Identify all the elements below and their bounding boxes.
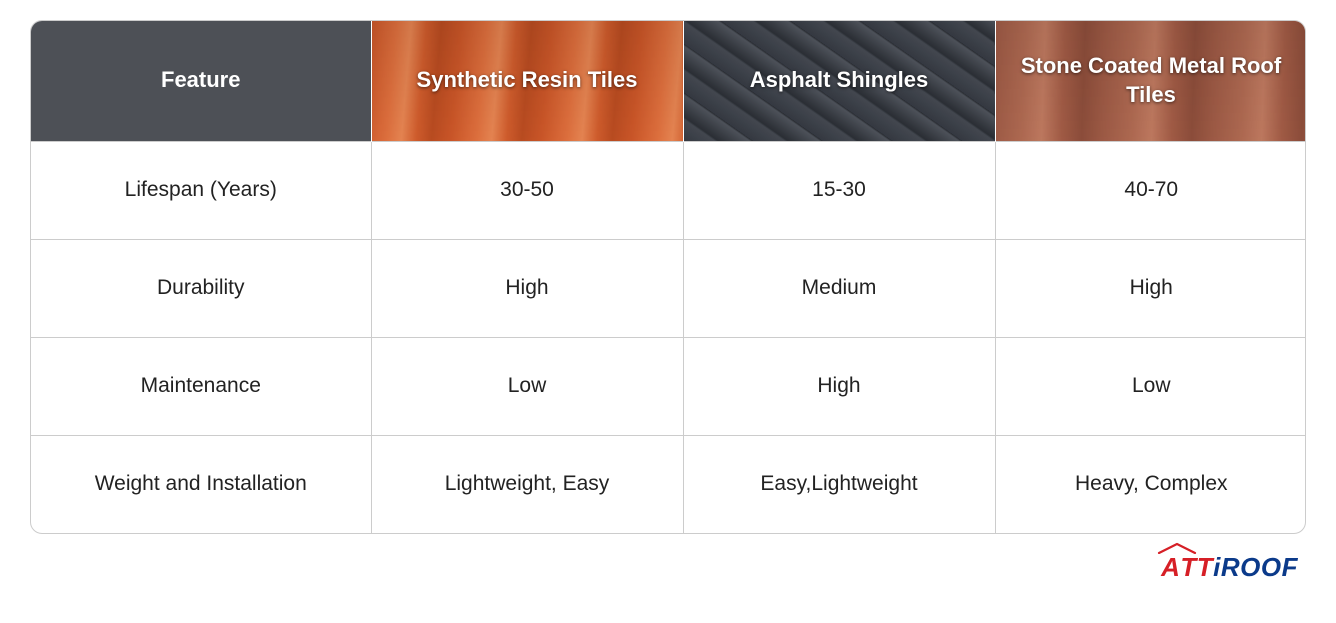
logo-letter-a: A	[1161, 552, 1180, 583]
logo-letter-o2: O	[1261, 552, 1282, 583]
table-row: Weight and Installation Lightweight, Eas…	[31, 435, 1306, 533]
cell-weight-asphalt: Easy,Lightweight	[683, 435, 995, 533]
logo-letter-r: R	[1221, 552, 1240, 583]
header-col-resin: Synthetic Resin Tiles	[371, 21, 683, 141]
logo-row: A TTiROOF	[30, 534, 1306, 583]
cell-lifespan-resin: 30-50	[371, 141, 683, 239]
logo-letter-o1: O	[1240, 552, 1261, 583]
logo-letter-f: F	[1282, 552, 1298, 583]
row-feature-durability: Durability	[31, 239, 371, 337]
cell-durability-stone: High	[995, 239, 1306, 337]
header-col-asphalt: Asphalt Shingles	[683, 21, 995, 141]
table-body: Lifespan (Years) 30-50 15-30 40-70 Durab…	[31, 141, 1306, 533]
cell-maintenance-asphalt: High	[683, 337, 995, 435]
cell-lifespan-asphalt: 15-30	[683, 141, 995, 239]
table-row: Durability High Medium High	[31, 239, 1306, 337]
table-row: Lifespan (Years) 30-50 15-30 40-70	[31, 141, 1306, 239]
logo-letter-t2: T	[1197, 552, 1213, 583]
header-col-stone: Stone Coated Metal Roof Tiles	[995, 21, 1306, 141]
logo-letter-t1: T	[1180, 552, 1196, 583]
cell-weight-resin: Lightweight, Easy	[371, 435, 683, 533]
cell-maintenance-stone: Low	[995, 337, 1306, 435]
comparison-table-container: Feature Synthetic Resin Tiles Asphalt Sh…	[30, 20, 1306, 534]
row-feature-maintenance: Maintenance	[31, 337, 371, 435]
table-header: Feature Synthetic Resin Tiles Asphalt Sh…	[31, 21, 1306, 141]
cell-maintenance-resin: Low	[371, 337, 683, 435]
comparison-table: Feature Synthetic Resin Tiles Asphalt Sh…	[31, 21, 1306, 533]
header-row: Feature Synthetic Resin Tiles Asphalt Sh…	[31, 21, 1306, 141]
table-row: Maintenance Low High Low	[31, 337, 1306, 435]
cell-durability-asphalt: Medium	[683, 239, 995, 337]
brand-logo: A TTiROOF	[1161, 552, 1298, 583]
cell-lifespan-stone: 40-70	[995, 141, 1306, 239]
row-feature-lifespan: Lifespan (Years)	[31, 141, 371, 239]
logo-letter-i: i	[1213, 552, 1221, 583]
row-feature-weight: Weight and Installation	[31, 435, 371, 533]
header-feature: Feature	[31, 21, 371, 141]
roof-arc-icon	[1157, 542, 1197, 554]
cell-weight-stone: Heavy, Complex	[995, 435, 1306, 533]
cell-durability-resin: High	[371, 239, 683, 337]
